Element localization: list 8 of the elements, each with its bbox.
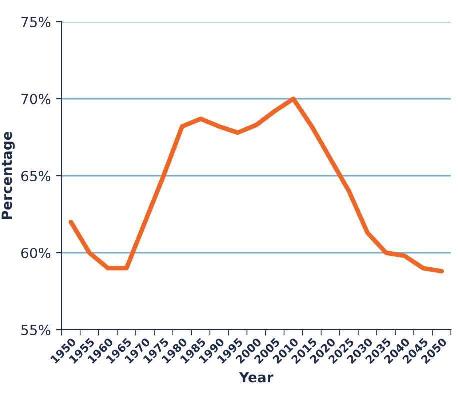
y-tick-label: 65% (22, 170, 51, 182)
y-tick-label: 55% (22, 324, 51, 336)
y-axis-title: Percentage (2, 132, 15, 220)
y-tick-label: 60% (22, 248, 51, 258)
line-series (68, 96, 444, 274)
y-tick-label: 75% (22, 16, 51, 28)
y-tick-label: 70% (22, 94, 51, 104)
x-axis-title: Year (239, 372, 274, 383)
